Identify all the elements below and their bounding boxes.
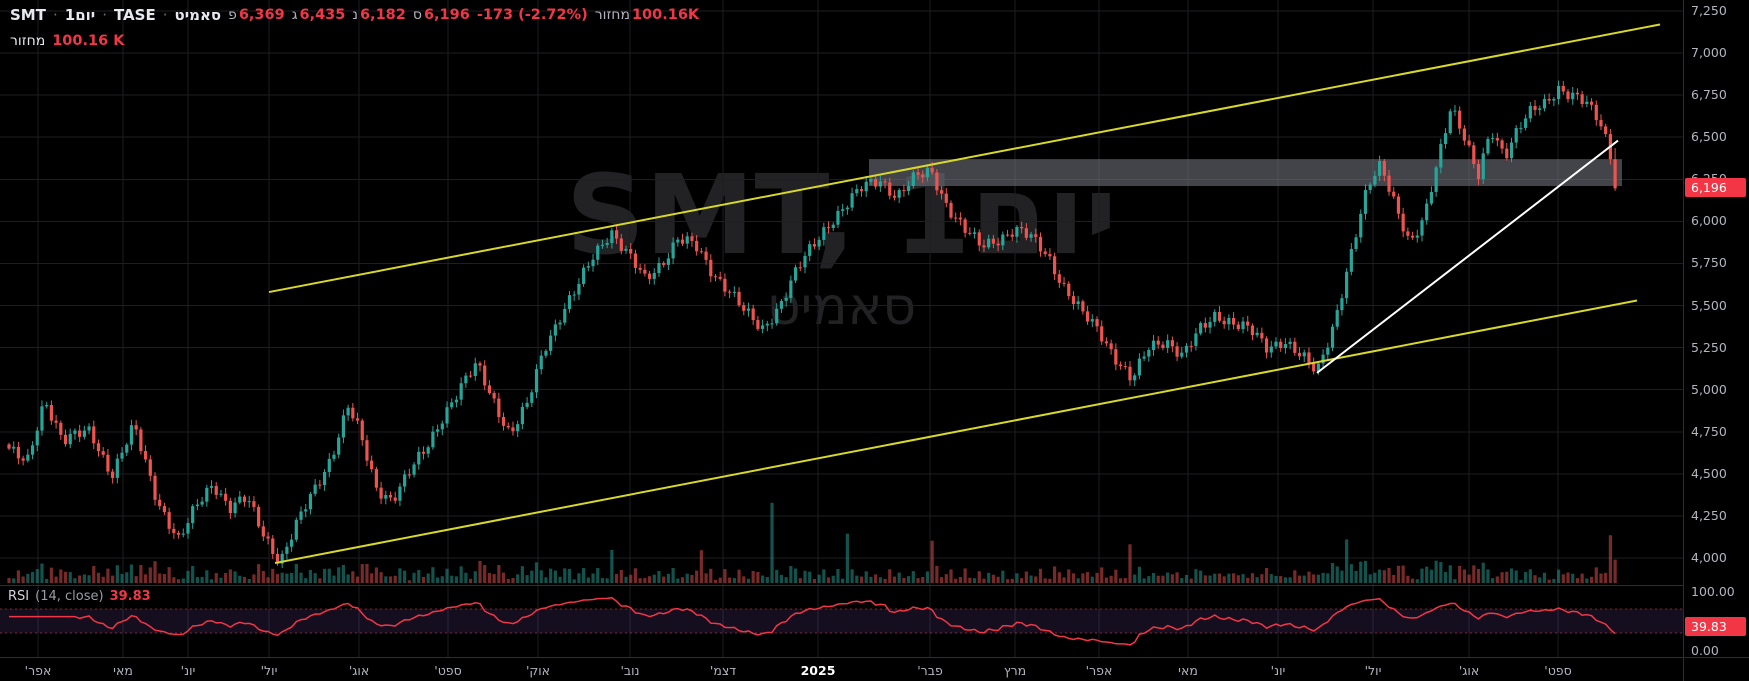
company-name: סאמיט — [174, 6, 222, 24]
low-value: 6,182 — [359, 7, 406, 23]
time-axis-label: אוג' — [348, 663, 370, 678]
time-scale[interactable]: אפר' מאי יונ' יול' אוג' ספט' אוק' נוב' דצמ' 2025 פ… — [0, 657, 1683, 681]
time-axis-label: יול' — [260, 663, 278, 678]
volume-pair: מחזור 100.16K — [595, 7, 699, 23]
time-axis-label: ספט' — [1544, 663, 1572, 678]
price-tick-label: 5,250 — [1691, 339, 1727, 355]
legend-separator: · — [52, 6, 58, 24]
price-tick-label: 4,000 — [1691, 550, 1727, 565]
exchange-name[interactable]: TASE — [113, 6, 156, 24]
symbol-legend: SMT · 1יום · TASE · סאמיט פ 6,369 ג 6,43… — [10, 6, 699, 24]
rsi-scale-top: 100.00 — [1691, 584, 1735, 599]
time-axis-label: מרץ — [1003, 663, 1027, 678]
rsi-scale-bottom: 0.00 — [1691, 643, 1719, 658]
volume-study-label[interactable]: מחזור — [10, 33, 46, 49]
close-value: 6,196 — [423, 7, 470, 23]
rsi-params: (14, close) — [35, 589, 104, 604]
price-tick-label: 4,250 — [1691, 507, 1727, 523]
pane-separator[interactable] — [0, 585, 1749, 586]
volume-label: מחזור — [594, 7, 630, 23]
price-scale[interactable]: 7,2507,0006,7506,5006,2506,0005,7505,500… — [1683, 0, 1749, 681]
volume-layer — [7, 502, 1617, 583]
rsi-current-value: 39.83 — [109, 589, 151, 604]
resistance-zone[interactable] — [869, 159, 1622, 187]
volume-study-value: 100.16 K — [52, 33, 125, 49]
price-tick-label: 6,000 — [1691, 213, 1727, 229]
time-axis-label: אפר' — [24, 663, 52, 678]
time-axis-label: נוב' — [620, 663, 640, 678]
price-tick-label: 4,750 — [1691, 423, 1727, 439]
trendline-channel-bottom[interactable] — [274, 299, 1638, 565]
open-label: פ — [228, 7, 237, 23]
price-tick-label: 4,500 — [1691, 465, 1727, 481]
open-value: 6,369 — [238, 7, 285, 23]
rsi-layer — [0, 596, 1683, 646]
volume-study-legend: מחזור 100.16 K — [10, 33, 124, 49]
trendline-rally-support[interactable] — [1316, 139, 1619, 374]
time-axis-label: יונ' — [180, 663, 196, 678]
price-tick-label: 6,500 — [1691, 129, 1727, 145]
rsi-study-legend: RSI (14, close) 39.83 — [8, 589, 151, 604]
time-axis-label: אוג' — [1458, 663, 1480, 678]
time-axis-label: אפר' — [1085, 663, 1113, 678]
time-axis-label: מאי — [1178, 663, 1198, 678]
time-axis-label: 2025 — [800, 663, 836, 678]
volume-value: 100.16K — [631, 7, 700, 23]
time-axis-label: אוק' — [525, 663, 551, 678]
price-tick-label: 6,750 — [1691, 87, 1727, 103]
rsi-title[interactable]: RSI — [8, 589, 30, 604]
time-axis-label: פבר' — [917, 663, 943, 678]
ohlc-high: ג 6,435 — [292, 7, 346, 23]
price-tick-label: 5,000 — [1691, 381, 1727, 397]
trendline-channel-top[interactable] — [268, 23, 1661, 294]
rsi-line — [9, 596, 1616, 646]
rsi-value-badge: 39.83 — [1685, 617, 1746, 637]
price-tick-label: 7,000 — [1691, 45, 1727, 61]
time-axis-label: מאי — [113, 663, 133, 678]
candles-layer — [7, 80, 1617, 568]
legend-separator: · — [162, 6, 168, 24]
symbol-name[interactable]: SMT — [10, 6, 46, 24]
axis-corner-divider — [1683, 657, 1749, 658]
change-value: -173 (-2.72%) — [476, 7, 588, 23]
price-chart-canvas[interactable] — [0, 0, 1683, 657]
close-label: ס — [412, 7, 422, 23]
last-price-badge: 6,196 — [1685, 178, 1746, 198]
price-tick-label: 5,750 — [1691, 255, 1727, 271]
time-axis-label: ספט' — [434, 663, 462, 678]
high-value: 6,435 — [299, 7, 346, 23]
interval-selector[interactable]: 1יום — [64, 6, 96, 24]
ohlc-open: פ 6,369 — [228, 7, 285, 23]
high-label: ג — [291, 7, 298, 23]
price-tick-label: 5,500 — [1691, 297, 1727, 313]
time-axis-label: דצמ' — [709, 663, 737, 678]
ohlc-low: נ 6,182 — [352, 7, 405, 23]
ohlc-close: ס 6,196 — [413, 7, 470, 23]
time-axis-label: יול' — [1364, 663, 1382, 678]
price-tick-label: 7,250 — [1691, 3, 1727, 18]
time-axis-label: יונ' — [1270, 663, 1286, 678]
grid-layer — [0, 0, 1683, 657]
low-label: נ — [352, 7, 358, 23]
legend-separator: · — [102, 6, 107, 24]
